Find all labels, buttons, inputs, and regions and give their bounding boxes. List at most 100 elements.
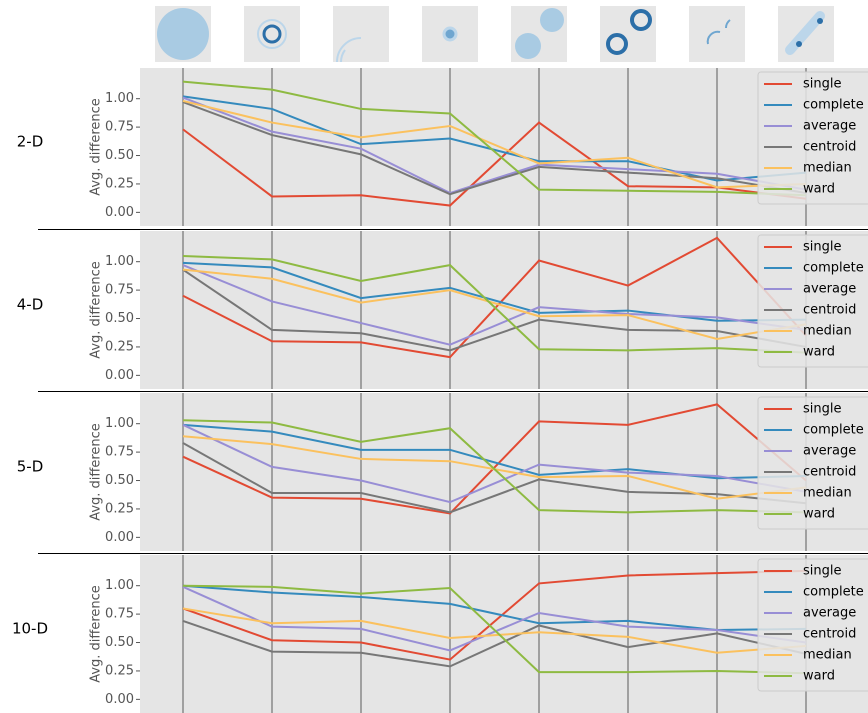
y-tick-label: 0.50 [105,635,134,650]
line [182,268,807,341]
y-axis-label: Avg. difference [89,261,104,359]
y-tick-label: 0.50 [105,473,134,488]
legend-label: complete [803,98,864,113]
panel-title: 4-D [17,296,44,314]
line [182,80,807,197]
line [182,96,807,195]
legend-label: complete [803,585,864,600]
y-tick-label: 0.50 [105,148,134,163]
legend-label: average [803,282,856,297]
legend-label: median [803,324,852,339]
thumbnail-shape [785,11,825,55]
legend-label: ward [803,345,835,360]
plot-background [140,231,868,389]
line [182,442,807,514]
line [182,569,807,661]
y-tick-label: 1.00 [105,91,134,106]
y-tick-label: 1.00 [105,416,134,431]
legend-label: average [803,606,856,621]
y-tick-label: 0.75 [105,283,134,298]
y-tick-label: 0.25 [105,339,134,354]
legend-label: centroid [803,627,856,642]
thumbnail-shape [257,19,287,49]
thumbnail [689,6,745,62]
thumbnail-shape [817,18,823,24]
separators [38,229,868,554]
line [182,419,807,514]
y-tick-label: 1.00 [105,254,134,269]
line [182,584,807,675]
y-tick-label: 0.00 [105,530,134,545]
line [182,619,807,668]
line [182,255,807,354]
thumbnails [155,6,834,63]
legend-label: centroid [803,303,856,318]
thumbnail [333,6,389,62]
thumbnail-shape [706,19,731,45]
y-tick-label: 1.00 [105,578,134,593]
y-tick-label: 0.25 [105,501,134,516]
line [182,99,807,189]
legend-label: single [803,77,842,92]
y-tick-label: 0.75 [105,607,134,622]
y-tick-label: 0.25 [105,176,134,191]
thumbnail-shape [336,37,362,63]
line [182,121,807,207]
legend-label: single [803,240,842,255]
thumbnail-shape [262,24,282,44]
thumbnail-shape [540,8,564,32]
thumbnail [244,6,300,62]
line [182,585,807,652]
y-tick-label: 0.75 [105,445,134,460]
line [182,403,807,515]
legend-label: single [803,402,842,417]
legend-label: complete [803,261,864,276]
y-axis-label: Avg. difference [89,585,104,683]
line [182,236,807,359]
y-axis-label: Avg. difference [89,423,104,521]
thumbnail-shape [796,41,802,47]
y-tick-label: 0.75 [105,120,134,135]
legend-label: ward [803,669,835,684]
line [182,423,807,504]
plot-background [140,68,868,226]
legend-label: centroid [803,140,856,155]
legend-label: average [803,444,856,459]
y-tick-label: 0.00 [105,368,134,383]
legend-label: average [803,119,856,134]
y-tick-label: 0.00 [105,205,134,220]
panel-title: 2-D [17,133,44,151]
legend-label: median [803,161,852,176]
panel-title: 5-D [17,458,44,476]
y-tick-label: 0.25 [105,663,134,678]
y-tick-label: 0.00 [105,692,134,707]
plot-background [140,393,868,551]
legend-label: ward [803,507,835,522]
legend-label: median [803,486,852,501]
line [182,261,807,322]
legend-label: complete [803,423,864,438]
thumbnail-shape [630,9,652,31]
line [182,268,807,352]
panel-title: 10-D [12,620,48,638]
thumbnail-shape [606,33,628,55]
legend-label: ward [803,182,835,197]
thumbnail-shape [442,26,458,42]
line [182,607,807,654]
thumbnail-shape [157,8,209,60]
line [182,423,807,480]
line [182,101,807,196]
y-tick-label: 0.50 [105,311,134,326]
legend-label: median [803,648,852,663]
legend-label: single [803,564,842,579]
y-axis-label: Avg. difference [89,98,104,196]
line [182,264,807,346]
thumbnail-shape [515,33,541,59]
legend-label: centroid [803,465,856,480]
